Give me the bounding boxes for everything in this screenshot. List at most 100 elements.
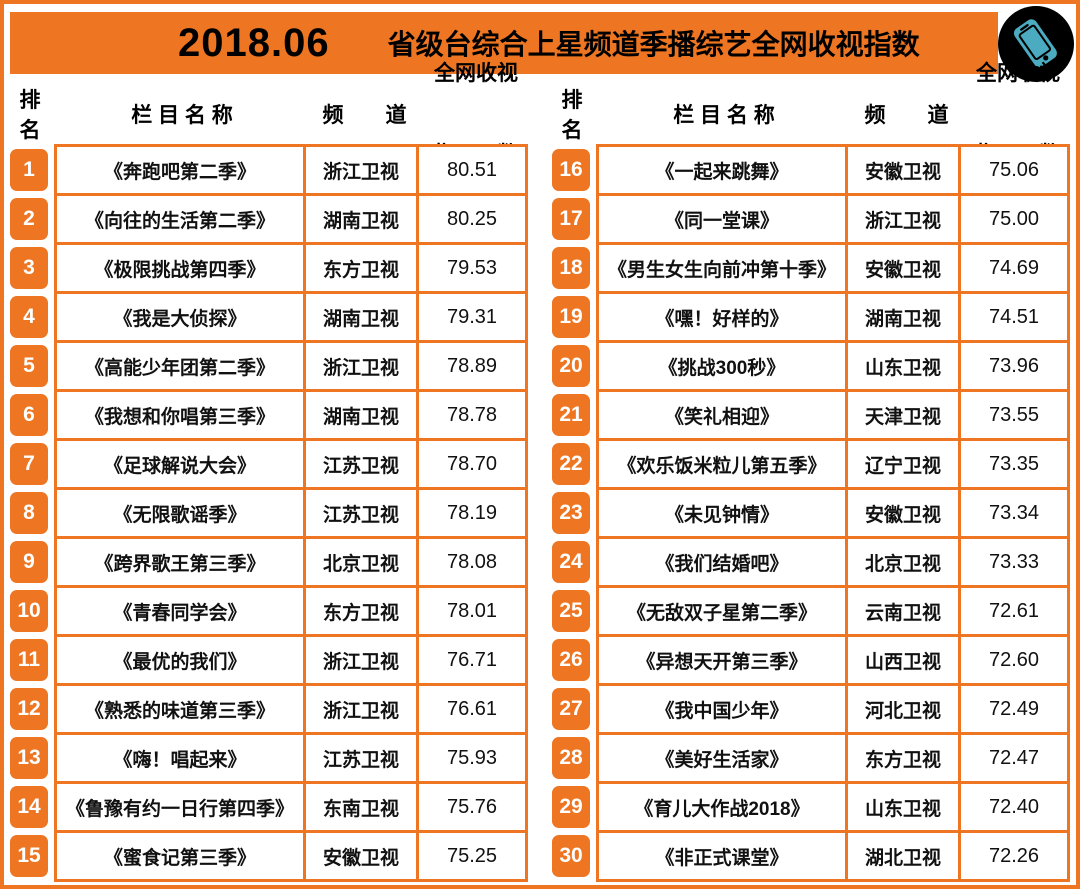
right-table: 排名 栏 目 名 称 频 道 全网收视 指 数 16 《一起来跳舞》 安徽卫视 …	[552, 62, 1074, 882]
table-row: 10 《青春同学会》 东方卫视 78.01	[10, 585, 532, 637]
program-name: 《无限歌谣季》	[113, 504, 247, 526]
index-cell: 75.06	[958, 144, 1070, 196]
rank-number: 5	[23, 354, 35, 377]
index-value: 75.76	[446, 795, 498, 818]
program-name-cell: 《我中国少年》	[596, 683, 848, 735]
program-name: 《足球解说大会》	[103, 455, 256, 477]
rank-number: 26	[559, 648, 583, 671]
channel-cell: 辽宁卫视	[845, 438, 961, 490]
channel-name: 湖南卫视	[322, 406, 399, 428]
index-cell: 74.69	[958, 242, 1070, 294]
rank-badge: 6	[10, 394, 48, 436]
table-row: 15 《蜜食记第三季》 安徽卫视 75.25	[10, 830, 532, 882]
program-name-cell: 《高能少年团第二季》	[54, 340, 306, 392]
channel-name: 江苏卫视	[322, 749, 399, 771]
channel-name: 山东卫视	[864, 798, 941, 820]
channel-name: 东方卫视	[864, 749, 941, 771]
index-value: 76.61	[446, 697, 498, 720]
index-cell: 72.61	[958, 585, 1070, 637]
rank-number: 25	[559, 599, 583, 622]
index-value: 73.33	[988, 550, 1040, 573]
index-value: 73.96	[988, 354, 1040, 377]
index-cell: 72.40	[958, 781, 1070, 833]
program-column-header: 栏 目 名 称	[673, 104, 775, 127]
rank-number: 3	[23, 256, 35, 279]
index-value: 75.06	[988, 158, 1040, 181]
index-value: 78.89	[446, 354, 498, 377]
program-name-cell: 《笑礼相迎》	[596, 389, 848, 441]
table-row: 26 《异想天开第三季》 山西卫视 72.60	[552, 634, 1074, 686]
program-name: 《高能少年团第二季》	[84, 357, 275, 379]
program-name: 《美好生活家》	[655, 749, 789, 771]
program-name: 《嗨！唱起来》	[113, 749, 247, 771]
header-band: 2018.06 省级台综合上星频道季播综艺全网收视指数	[10, 12, 998, 74]
program-name: 《我是大侦探》	[113, 308, 247, 330]
rank-number: 7	[23, 452, 35, 475]
channel-name: 浙江卫视	[322, 651, 399, 673]
rank-badge: 21	[552, 394, 590, 436]
rank-badge: 29	[552, 786, 590, 828]
rank-number: 23	[559, 501, 583, 524]
table-row: 25 《无敌双子星第二季》 云南卫视 72.61	[552, 585, 1074, 637]
rank-number: 1	[23, 158, 35, 181]
index-cell: 73.35	[958, 438, 1070, 490]
index-value: 78.78	[446, 403, 498, 426]
rank-number: 6	[23, 403, 35, 426]
index-cell: 79.31	[416, 291, 528, 343]
rank-badge: 11	[10, 639, 48, 681]
index-header-line1: 全网收视	[434, 62, 518, 85]
rank-number: 29	[559, 795, 583, 818]
channel-cell: 安徽卫视	[845, 242, 961, 294]
channel-cell: 东方卫视	[303, 242, 419, 294]
rank-badge: 17	[552, 198, 590, 240]
program-name-cell: 《未见钟情》	[596, 487, 848, 539]
channel-cell: 山西卫视	[845, 634, 961, 686]
channel-name: 浙江卫视	[322, 357, 399, 379]
index-value: 78.01	[446, 599, 498, 622]
table-row: 21 《笑礼相迎》 天津卫视 73.55	[552, 389, 1074, 441]
program-name: 《鲁豫有约一日行第四季》	[65, 798, 294, 820]
table-row: 12 《熟悉的味道第三季》 浙江卫视 76.61	[10, 683, 532, 735]
index-value: 72.60	[988, 648, 1040, 671]
program-name: 《极限挑战第四季》	[94, 259, 266, 281]
program-name: 《最优的我们》	[113, 651, 247, 673]
index-value: 72.61	[988, 599, 1040, 622]
channel-column-header: 频 道	[864, 104, 949, 127]
channel-cell: 湖南卫视	[303, 193, 419, 245]
channel-name: 湖南卫视	[864, 308, 941, 330]
index-cell: 73.34	[958, 487, 1070, 539]
channel-name: 浙江卫视	[322, 161, 399, 183]
table-row: 18 《男生女生向前冲第十季》 安徽卫视 74.69	[552, 242, 1074, 294]
rank-number: 19	[559, 305, 583, 328]
channel-name: 天津卫视	[864, 406, 941, 428]
channel-cell: 山东卫视	[845, 781, 961, 833]
index-header-line1: 全网收视	[976, 62, 1060, 85]
rank-number: 15	[17, 844, 41, 867]
phone-icon	[997, 5, 1075, 83]
index-cell: 73.96	[958, 340, 1070, 392]
channel-name: 安徽卫视	[322, 847, 399, 869]
table-row: 2 《向往的生活第二季》 湖南卫视 80.25	[10, 193, 532, 245]
index-value: 76.71	[446, 648, 498, 671]
ranking-tables: 排名 栏 目 名 称 频 道 全网收视 指 数 1 《奔跑吧第二季》 浙江卫视 …	[10, 62, 1074, 882]
table-row: 29 《育儿大作战2018》 山东卫视 72.40	[552, 781, 1074, 833]
rank-badge: 2	[10, 198, 48, 240]
table-row: 4 《我是大侦探》 湖南卫视 79.31	[10, 291, 532, 343]
rank-number: 2	[23, 207, 35, 230]
rank-badge: 26	[552, 639, 590, 681]
program-name: 《男生女生向前冲第十季》	[607, 259, 836, 281]
rank-badge: 1	[10, 149, 48, 191]
program-name: 《挑战300秒》	[658, 357, 786, 379]
index-value: 75.93	[446, 746, 498, 769]
index-value: 74.69	[988, 256, 1040, 279]
program-name-cell: 《我是大侦探》	[54, 291, 306, 343]
channel-column-header: 频 道	[322, 104, 407, 127]
channel-cell: 云南卫视	[845, 585, 961, 637]
channel-cell: 江苏卫视	[303, 487, 419, 539]
rank-number: 8	[23, 501, 35, 524]
rank-number: 24	[559, 550, 583, 573]
channel-name: 江苏卫视	[322, 504, 399, 526]
rank-column-header: 排名	[561, 89, 583, 142]
program-name-cell: 《鲁豫有约一日行第四季》	[54, 781, 306, 833]
channel-name: 湖北卫视	[864, 847, 941, 869]
